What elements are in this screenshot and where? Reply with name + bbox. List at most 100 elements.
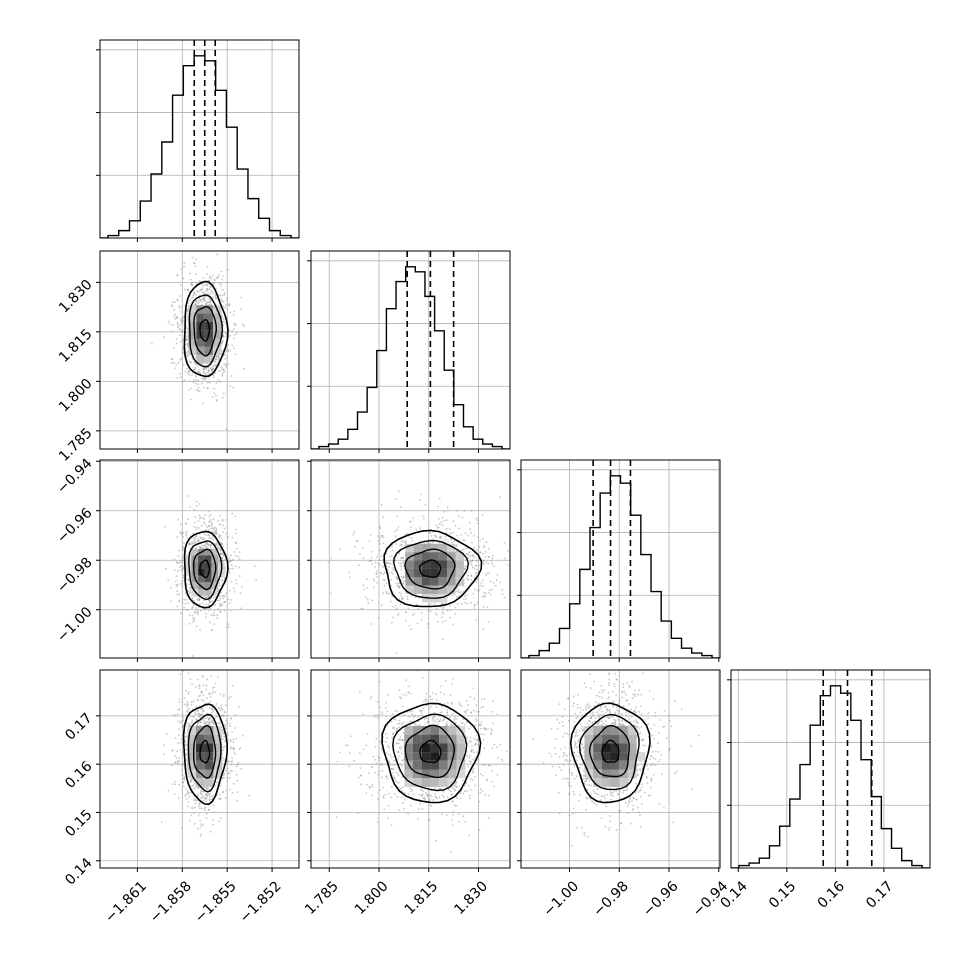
sample-point: [182, 574, 185, 577]
sample-point: [200, 792, 203, 795]
sample-point: [201, 824, 204, 826]
sample-point: [189, 678, 192, 681]
sample-point: [179, 561, 182, 564]
sample-point: [228, 559, 230, 561]
sample-point: [388, 592, 391, 595]
sample-point: [188, 374, 191, 376]
sample-point: [194, 382, 197, 385]
sample-point: [175, 342, 178, 345]
density-cell: [204, 355, 213, 364]
sample-point: [491, 781, 494, 783]
sample-point: [225, 592, 227, 595]
sample-point: [185, 599, 188, 601]
sample-point: [195, 724, 198, 727]
density-cell: [455, 552, 464, 561]
sample-point: [187, 805, 189, 808]
sample-point: [224, 306, 226, 309]
sample-point: [226, 721, 229, 724]
density-cell: [188, 346, 197, 356]
sample-point: [475, 517, 478, 520]
sample-point: [460, 591, 462, 593]
sample-point: [195, 504, 198, 507]
sample-point: [204, 717, 207, 719]
sample-point: [185, 327, 188, 329]
sample-point: [221, 708, 224, 711]
sample-point: [473, 603, 476, 606]
sample-point: [214, 372, 217, 374]
sample-point: [186, 335, 189, 337]
sample-point: [427, 610, 430, 612]
sample-point: [211, 692, 213, 695]
sample-point: [218, 546, 220, 549]
sample-point: [186, 609, 189, 611]
sample-point: [398, 591, 401, 594]
sample-point: [185, 744, 187, 747]
sample-point: [216, 546, 219, 549]
sample-point: [227, 268, 230, 271]
sample-point: [203, 718, 205, 720]
sample-point: [207, 292, 210, 295]
sample-point: [475, 564, 478, 567]
sample-point: [385, 592, 388, 595]
sample-point: [191, 256, 194, 259]
contour-line: [188, 294, 224, 368]
sample-point: [446, 506, 449, 509]
sample-point: [224, 740, 227, 742]
sample-point: [382, 536, 385, 539]
sample-point: [213, 614, 216, 617]
sample-point: [457, 515, 460, 517]
sample-point: [205, 613, 208, 615]
density-cell: [447, 560, 456, 569]
sample-point: [224, 358, 227, 360]
sample-point: [217, 370, 220, 372]
sample-point: [163, 753, 165, 756]
sample-point: [205, 684, 208, 687]
sample-point: [199, 707, 202, 710]
sample-point: [173, 367, 176, 370]
sample-point: [395, 607, 398, 610]
sample-point: [438, 497, 441, 500]
sample-point: [204, 596, 207, 599]
sample-point: [171, 749, 174, 752]
sample-point: [377, 540, 380, 542]
density-cell: [413, 543, 423, 553]
sample-point: [232, 558, 235, 561]
sample-point: [229, 695, 232, 698]
sample-point: [202, 517, 205, 519]
sample-point: [235, 765, 238, 768]
sample-point: [227, 623, 230, 626]
sample-point: [402, 721, 405, 724]
sample-point: [469, 555, 472, 558]
sample-point: [210, 303, 213, 306]
sample-point: [186, 537, 189, 540]
sample-point: [217, 356, 220, 359]
sample-point: [177, 326, 180, 329]
sample-point: [232, 347, 235, 350]
sample-point: [187, 791, 189, 794]
sample-point: [200, 807, 203, 810]
sample-point: [223, 745, 226, 748]
sample-point: [171, 783, 174, 785]
y-tick-label: 1.830: [56, 277, 96, 317]
sample-point: [194, 782, 197, 785]
sample-point: [232, 587, 235, 589]
sample-point: [199, 714, 202, 716]
sample-point: [233, 324, 236, 327]
sample-point: [179, 741, 182, 744]
sample-point: [227, 536, 230, 538]
sample-point: [430, 795, 433, 798]
sample-point: [194, 374, 197, 377]
sample-point: [175, 337, 178, 340]
sample-point: [399, 562, 402, 565]
sample-point: [410, 628, 412, 631]
sample-point: [398, 490, 400, 493]
sample-point: [198, 599, 201, 602]
sample-point: [231, 330, 234, 332]
sample-point: [217, 520, 220, 522]
density-cell: [405, 577, 414, 586]
sample-point: [221, 537, 223, 540]
sample-point: [503, 596, 506, 599]
sample-point: [365, 596, 367, 599]
sample-point: [462, 590, 465, 593]
sample-point: [467, 578, 470, 581]
